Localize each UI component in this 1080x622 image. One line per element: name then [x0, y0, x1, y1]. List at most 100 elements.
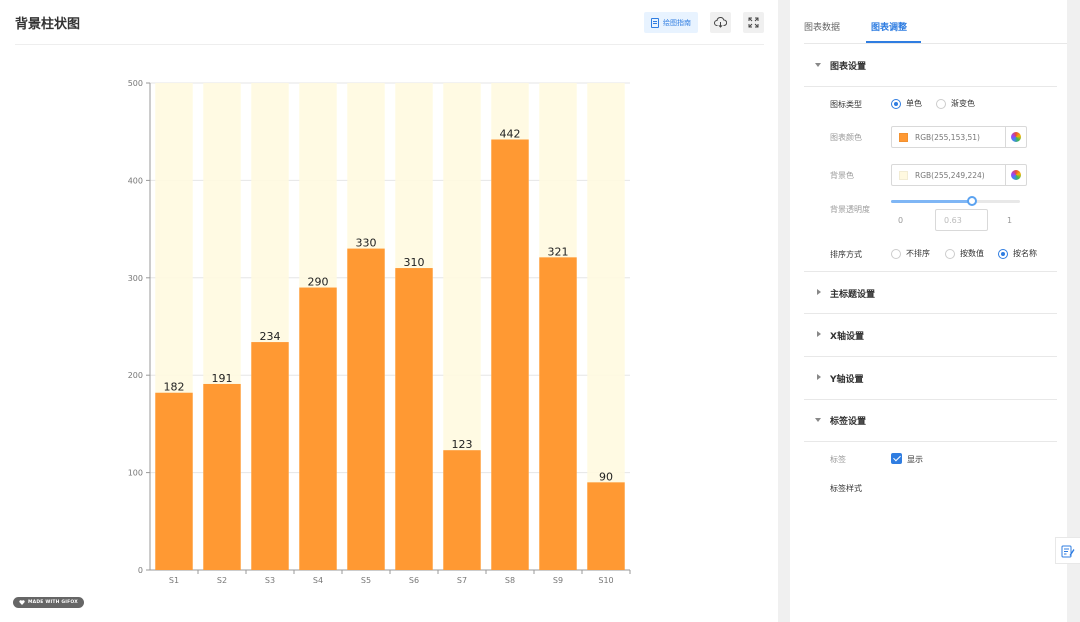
section-y-axis[interactable]: Y轴设置 [804, 357, 1057, 400]
section-chart-settings[interactable]: 图表设置 [804, 44, 1057, 87]
color-picker-button[interactable] [1005, 165, 1026, 185]
active-tab-indicator [866, 41, 921, 43]
label-style-label[interactable]: 标签样式 [830, 484, 862, 493]
x-tick-label: S5 [361, 576, 371, 585]
color-swatch [899, 170, 908, 180]
tab-chart-data[interactable]: 图表数据 [804, 23, 841, 33]
bar [491, 139, 529, 570]
heart-logo-icon [19, 600, 25, 605]
radio-circle [936, 98, 946, 109]
slider-max: 1 [1007, 216, 1013, 225]
radio-no-sort[interactable]: 不排序 [891, 248, 930, 259]
cloud-download-icon [714, 17, 727, 28]
bg-color-input[interactable]: RGB(255,249,224) [891, 164, 1027, 186]
bar [155, 392, 193, 570]
x-tick-label: S1 [169, 576, 179, 585]
guide-button[interactable]: 绘图指南 [644, 12, 698, 33]
caret-right-icon [817, 289, 821, 295]
section-label: X轴设置 [830, 332, 864, 342]
caret-right-icon [817, 331, 821, 337]
section-label: 标签设置 [830, 417, 867, 427]
x-tick-label: S7 [457, 576, 467, 585]
edit-note-icon [1061, 545, 1075, 557]
data-label: 182 [164, 381, 185, 394]
y-tick-label: 400 [128, 176, 143, 185]
radio-sort-value[interactable]: 按数值 [945, 248, 984, 259]
radio-label: 按数值 [960, 249, 984, 258]
radio-circle [891, 98, 901, 109]
page-title: 背景柱状图 [15, 17, 81, 32]
bar [203, 383, 241, 570]
chart-color-value: RGB(255,153,51) [915, 132, 980, 142]
y-tick-label: 200 [128, 371, 143, 380]
opacity-input[interactable]: 0.63 [935, 209, 988, 231]
download-button[interactable] [710, 12, 731, 33]
slider-fill [891, 200, 973, 203]
bg-color-label: 背景色 [830, 171, 854, 180]
section-label-settings[interactable]: 标签设置 [804, 399, 1057, 442]
header-divider [15, 44, 764, 45]
data-label: 234 [260, 330, 281, 343]
label-toggle-label: 标签 [830, 455, 846, 464]
y-tick-label: 100 [128, 469, 143, 478]
chart-type-label: 图标类型 [830, 100, 862, 109]
radio-gradient[interactable]: 渐变色 [936, 98, 975, 109]
x-tick-label: S4 [313, 576, 323, 585]
radio-sort-name[interactable]: 按名称 [998, 248, 1037, 259]
radio-circle [891, 248, 901, 259]
watermark-text: MADE WITH GIFOX [28, 600, 78, 605]
slider-handle[interactable] [967, 196, 978, 206]
x-tick-label: S2 [217, 576, 227, 585]
section-x-axis[interactable]: X轴设置 [804, 314, 1057, 357]
caret-down-icon [815, 418, 821, 422]
bg-color-value: RGB(255,249,224) [915, 170, 985, 180]
caret-right-icon [817, 374, 821, 380]
data-label: 442 [500, 127, 521, 140]
chart-color-input[interactable]: RGB(255,153,51) [891, 126, 1027, 148]
settings-panel: 图表数据 图表调整 图表设置 图标类型 单色 渐变色 图表颜色 RGB(255,… [790, 0, 1067, 622]
section-label: 图表设置 [830, 62, 867, 72]
bar-chart: 0 100 200 300 400 500 182 S1 191 S2 234 S3 290 S4 330 S… [128, 79, 631, 585]
opacity-slider[interactable] [891, 196, 1020, 206]
watermark-badge: MADE WITH GIFOX [13, 597, 84, 608]
data-label: 191 [212, 372, 233, 385]
bar [395, 268, 433, 570]
book-icon [651, 17, 659, 28]
bar [347, 248, 385, 570]
color-wheel-icon [1011, 132, 1021, 142]
fullscreen-button[interactable] [743, 12, 764, 33]
bar [539, 257, 577, 570]
tab-chart-adjust[interactable]: 图表调整 [871, 23, 908, 33]
x-tick-label: S8 [505, 576, 515, 585]
bar [251, 342, 289, 570]
data-label: 310 [404, 256, 425, 269]
x-tick-label: S9 [553, 576, 563, 585]
bar [587, 482, 625, 570]
y-tick-label: 0 [138, 566, 143, 575]
chart-color-label: 图表颜色 [830, 133, 862, 142]
chart-panel: 背景柱状图 绘图指南 0 100 200 300 400 500 182 S1 191 S2 234… [0, 0, 778, 622]
section-main-title[interactable]: 主标题设置 [804, 271, 1057, 314]
data-label: 330 [356, 237, 377, 250]
color-swatch [899, 132, 908, 142]
settings-tabs: 图表数据 图表调整 [804, 0, 1067, 44]
x-tick-label: S10 [598, 576, 613, 585]
radio-label: 不排序 [906, 249, 930, 258]
data-label: 90 [599, 470, 613, 483]
radio-single-color[interactable]: 单色 [891, 98, 922, 109]
caret-down-icon [815, 63, 821, 67]
color-wheel-icon [1011, 170, 1021, 180]
slider-min: 0 [898, 216, 904, 225]
show-label-checkbox[interactable] [891, 453, 902, 464]
feedback-button[interactable] [1055, 537, 1080, 564]
color-picker-button[interactable] [1005, 127, 1026, 147]
data-label: 321 [548, 245, 569, 258]
x-tick-label: S6 [409, 576, 419, 585]
data-label: 123 [452, 438, 473, 451]
section-label: Y轴设置 [830, 375, 864, 385]
fullscreen-icon [748, 17, 759, 28]
bg-opacity-label: 背景透明度 [830, 205, 870, 214]
data-label: 290 [308, 276, 329, 289]
section-label: 主标题设置 [830, 290, 876, 300]
show-label-text: 显示 [907, 455, 923, 464]
